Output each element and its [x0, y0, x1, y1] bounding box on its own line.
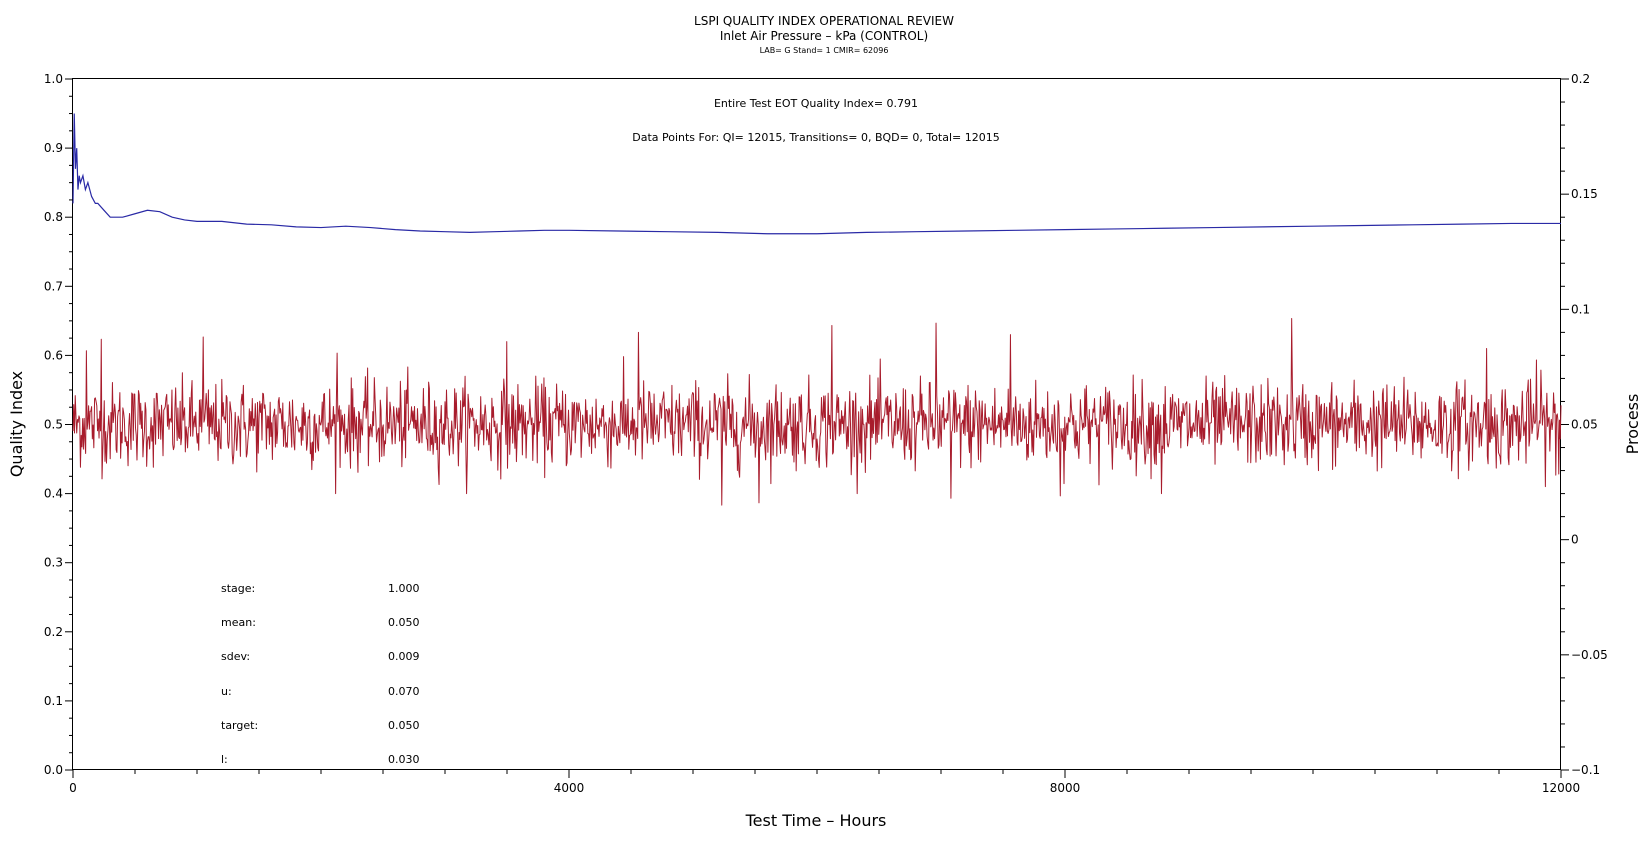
- stat-value-l: 0.030: [388, 753, 420, 766]
- chart-subtitle: Inlet Air Pressure – kPa (CONTROL): [720, 29, 928, 43]
- y-right-tick-label: 0.15: [1571, 187, 1598, 201]
- x-axis-title: Test Time – Hours: [745, 811, 887, 830]
- stat-label-target: target:: [221, 719, 258, 732]
- stat-value-stage: 1.000: [388, 582, 420, 595]
- y-left-tick-label: 0.6: [44, 348, 63, 362]
- stat-label-mean: mean:: [221, 616, 256, 629]
- y-right-axis-ticks: −0.1 −0.05 0 0.05 0.1 0.15 0.2: [1561, 72, 1608, 777]
- stat-label-sdev: sdev:: [221, 650, 250, 663]
- process-trace: [72, 318, 1562, 506]
- x-tick-label: 4000: [554, 781, 585, 795]
- y-left-tick-label: 1.0: [44, 72, 63, 86]
- eot-quality-index-annotation: Entire Test EOT Quality Index= 0.791: [714, 97, 918, 110]
- y-left-tick-label: 0.5: [44, 418, 63, 432]
- y-left-tick-label: 0.4: [44, 487, 63, 501]
- y-right-tick-label: 0.1: [1571, 302, 1590, 316]
- x-tick-label: 12000: [1542, 781, 1580, 795]
- x-tick-label: 0: [69, 781, 77, 795]
- y-left-axis-ticks: 0.0 0.1 0.2 0.3 0.4 0.5 0.6 0.7 0.8 0.9 1.0: [44, 72, 73, 777]
- stat-value-sdev: 0.009: [388, 650, 420, 663]
- quality-index-series-line: [72, 113, 1561, 235]
- stat-label-u: u:: [221, 685, 232, 698]
- y-right-axis-title: Process: [1623, 394, 1642, 455]
- x-tick-label: 8000: [1050, 781, 1081, 795]
- quality-index-trace: [72, 113, 1561, 235]
- y-right-tick-label: 0: [1571, 533, 1579, 547]
- y-left-tick-label: 0.1: [44, 694, 63, 708]
- stats-block: stage: 1.000 mean: 0.050 sdev: 0.009 u: …: [221, 582, 420, 766]
- y-left-tick-label: 0.0: [44, 763, 63, 777]
- process-series-line: [72, 318, 1562, 506]
- y-left-tick-label: 0.2: [44, 625, 63, 639]
- y-left-tick-label: 0.7: [44, 279, 63, 293]
- data-points-annotation: Data Points For: QI= 12015, Transitions=…: [632, 131, 1000, 144]
- y-right-tick-label: −0.1: [1571, 763, 1600, 777]
- chart-subtitle-lab: LAB= G Stand= 1 CMIR= 62096: [760, 46, 889, 55]
- stat-label-l: l:: [221, 753, 228, 766]
- y-right-tick-label: −0.05: [1571, 648, 1608, 662]
- x-axis-ticks: 0 4000 8000 12000: [69, 770, 1580, 795]
- stat-value-mean: 0.050: [388, 616, 420, 629]
- stat-label-stage: stage:: [221, 582, 255, 595]
- y-right-tick-label: 0.2: [1571, 72, 1590, 86]
- y-left-tick-label: 0.3: [44, 556, 63, 570]
- y-left-axis-title: Quality Index: [7, 371, 26, 477]
- stat-value-u: 0.070: [388, 685, 420, 698]
- y-left-tick-label: 0.8: [44, 210, 63, 224]
- chart-title: LSPI QUALITY INDEX OPERATIONAL REVIEW: [694, 14, 954, 28]
- y-left-tick-label: 0.9: [44, 141, 63, 155]
- stat-value-target: 0.050: [388, 719, 420, 732]
- y-right-tick-label: 0.05: [1571, 418, 1598, 432]
